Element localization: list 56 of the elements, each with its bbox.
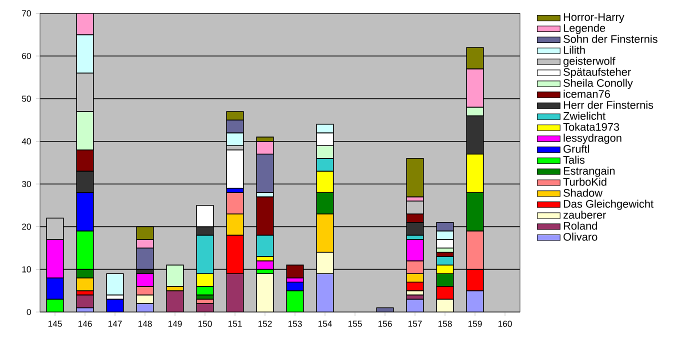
bar — [166, 264, 184, 287]
y-tick-label: 30 — [22, 180, 31, 188]
x-tick-label: 145 — [48, 320, 62, 327]
legend-label: Herr der Finsternis — [564, 100, 654, 109]
x-tick-label: 159 — [468, 320, 482, 327]
legend-label: iceman76 — [564, 90, 610, 98]
x-tick-label: 160 — [498, 320, 512, 327]
y-tick-label: 0 — [26, 308, 31, 316]
legend-label: geisterwolf — [563, 56, 616, 68]
legend-label: Shadow — [564, 188, 603, 197]
legend-label: Sheila Conolly — [564, 78, 633, 90]
x-tick-label: 146 — [78, 320, 92, 327]
legend-label: Spätaufsteher — [564, 68, 631, 78]
legend-label: Das Gleichgewicht — [564, 200, 654, 210]
bar — [196, 303, 214, 312]
y-tick-label: 20 — [22, 224, 31, 230]
x-tick-label: 154 — [318, 320, 332, 327]
x-tick-label: 150 — [198, 320, 212, 327]
x-tick-label: 148 — [138, 320, 152, 327]
y-tick-label: 60 — [22, 52, 31, 60]
x-tick-label: 157 — [408, 320, 422, 327]
x-tick-label: 155 — [348, 320, 362, 327]
legend-label: TurboKid — [563, 178, 606, 186]
x-tick-label: 147 — [108, 320, 122, 327]
y-tick-label: 70 — [22, 10, 31, 16]
bar — [226, 149, 244, 189]
legend-label: Tokata1973 — [563, 122, 620, 131]
x-tick-label: 152 — [258, 320, 272, 327]
y-tick-label: 10 — [22, 266, 31, 272]
legend-label: Talis — [563, 156, 585, 164]
y-tick-label: 40 — [22, 138, 31, 144]
x-tick-label: 153 — [288, 320, 302, 327]
legend-label: Legende — [564, 24, 606, 34]
bar — [76, 294, 94, 308]
legend-label: Roland — [564, 222, 597, 230]
legend-label: lessydragon — [564, 134, 622, 144]
legend-label: Lilith — [564, 46, 585, 54]
bar — [256, 260, 274, 270]
y-tick-label: 50 — [22, 96, 31, 102]
bar — [286, 264, 304, 278]
bar — [406, 158, 424, 198]
bar — [106, 298, 124, 312]
legend-label: Gruftl — [564, 144, 590, 153]
legend-label: zauberer — [563, 210, 606, 219]
x-tick-label: 156 — [378, 320, 392, 327]
legend-label: Olivaro — [564, 232, 598, 241]
x-tick-label: 151 — [228, 320, 242, 327]
legend-label: Zwielicht — [563, 112, 606, 120]
bar — [106, 273, 124, 296]
x-tick-label: 149 — [168, 320, 182, 327]
bar — [256, 273, 274, 312]
legend-label: Estrangain — [564, 166, 615, 177]
legend-label: Sohn der Finsternis — [564, 34, 658, 43]
legend-label: Horror-Harry — [564, 13, 624, 24]
x-tick-label: 158 — [438, 320, 452, 327]
bar — [406, 298, 424, 312]
